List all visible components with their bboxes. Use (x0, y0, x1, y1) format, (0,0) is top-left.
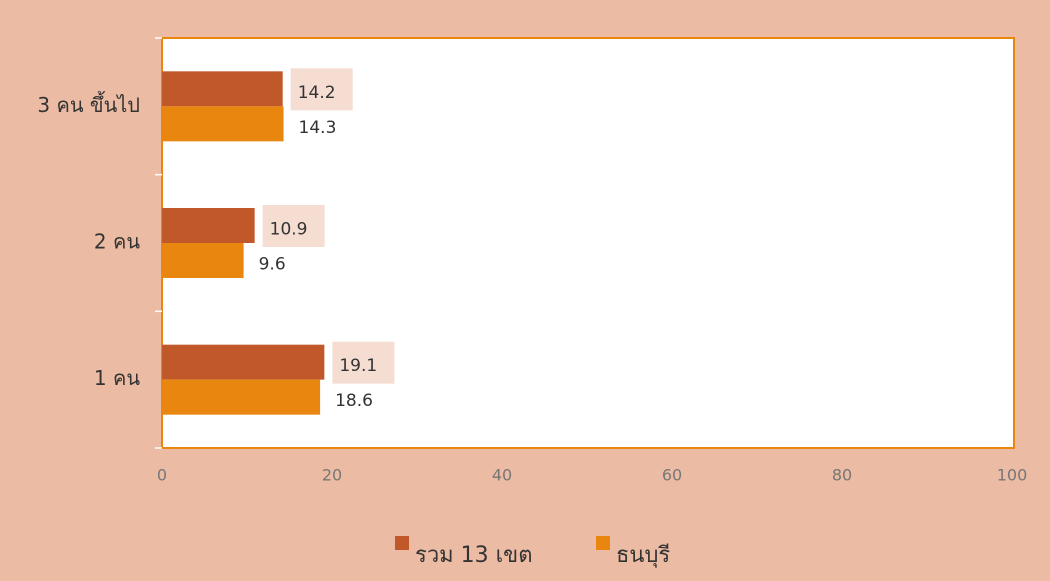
y-tick-label: 1 คน (94, 366, 140, 390)
bar (162, 208, 255, 243)
legend-label: ธนบุรี (616, 543, 670, 568)
bar (162, 379, 321, 415)
data-label: 10.9 (270, 220, 308, 240)
bar (162, 344, 325, 380)
bar (162, 106, 284, 142)
x-tick-label: 40 (492, 466, 512, 485)
data-label-bg (290, 68, 353, 111)
legend-swatch (596, 536, 610, 550)
x-tick-label: 60 (662, 466, 682, 485)
legend-swatch (395, 536, 409, 550)
x-tick-label: 80 (832, 466, 852, 485)
data-label: 14.3 (299, 118, 337, 138)
x-tick-label: 100 (997, 466, 1028, 485)
y-tick-label: 3 คน ขึ้นไป (37, 91, 140, 117)
y-tick-label: 2 คน (94, 230, 140, 254)
data-label: 19.1 (339, 356, 377, 376)
x-tick-label: 20 (322, 466, 342, 485)
bar (162, 71, 283, 107)
x-tick-label: 0 (157, 466, 167, 485)
legend-label: รวม 13 เขต (415, 543, 533, 568)
data-label: 18.6 (335, 391, 373, 411)
data-label: 14.2 (298, 83, 336, 103)
data-label-bg (262, 205, 325, 247)
data-label: 9.6 (259, 255, 286, 275)
data-label-bg (332, 341, 395, 384)
bar (162, 243, 244, 278)
